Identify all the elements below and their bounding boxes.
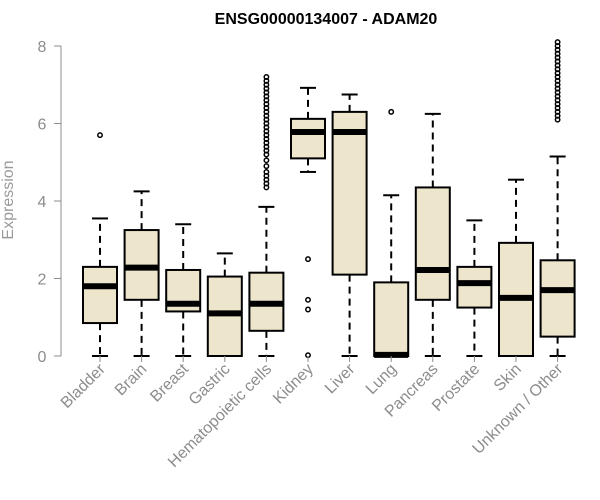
box-iqr <box>290 117 326 160</box>
box-iqr <box>414 186 451 301</box>
y-axis-label: Expression <box>0 160 17 239</box>
outlier-point <box>263 157 270 164</box>
outlier-point <box>305 296 311 303</box>
y-axis: 0 2 4 6 8 <box>38 39 62 366</box>
y-tick-label: 8 <box>38 39 47 56</box>
box-skin <box>498 178 534 358</box>
box-pancreas <box>414 112 451 357</box>
y-tick-label: 6 <box>38 117 47 134</box>
y-tick-label: 2 <box>38 272 47 289</box>
outlier-point <box>97 132 103 139</box>
boxes-group <box>82 39 576 359</box>
x-tick-label: Brain <box>112 361 150 399</box>
outlier-point <box>388 108 395 115</box>
outlier-point <box>305 256 311 263</box>
outlier-point <box>263 163 270 170</box>
box-prostate <box>456 219 493 357</box>
x-tick-label: Liver <box>322 360 359 397</box>
outlier-point <box>305 306 311 313</box>
y-tick-label: 4 <box>38 194 47 211</box>
box-iqr <box>456 265 493 309</box>
box-iqr <box>373 281 410 357</box>
x-tick-label: Kidney <box>270 361 317 408</box>
outlier-point <box>554 39 561 46</box>
box-gastric <box>206 252 243 357</box>
box-lung <box>373 108 410 358</box>
chart-title: ENSG00000134007 - ADAM20 <box>215 11 438 28</box>
outlier-point <box>263 168 270 175</box>
x-tick-label: Skin <box>491 361 525 395</box>
x-tick-label: Bladder <box>58 360 109 411</box>
box-iqr <box>82 265 118 325</box>
box-iqr <box>539 259 576 338</box>
box-kidney <box>290 86 326 359</box>
box-breast <box>165 223 202 357</box>
box-unknown-other <box>539 39 576 357</box>
x-tick-label: Breast <box>147 360 192 405</box>
box-hematopoietic-cells <box>248 74 285 357</box>
box-bladder <box>82 132 118 357</box>
y-tick-label: 0 <box>38 349 47 366</box>
box-iqr <box>331 110 368 276</box>
box-brain <box>123 190 160 357</box>
box-liver <box>331 93 368 357</box>
x-tick-label: Lung <box>363 361 400 398</box>
outlier-point <box>263 74 270 80</box>
